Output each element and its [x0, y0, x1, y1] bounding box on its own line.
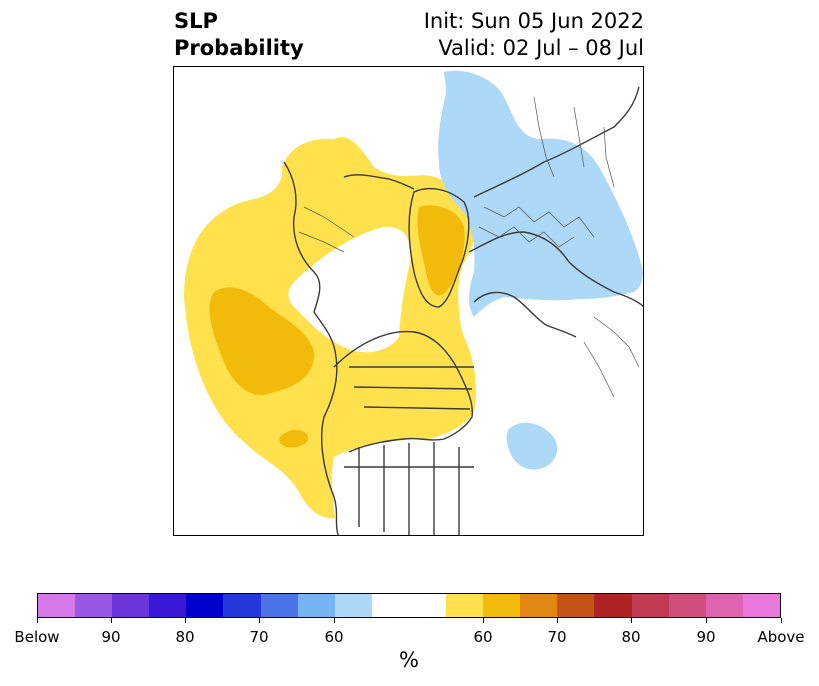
- colorbar-segment: [557, 594, 595, 617]
- colorbar-tickmark: [631, 618, 632, 623]
- below-normal-region-atlantic: [506, 422, 558, 470]
- colorbar-tick-label: 80: [175, 628, 195, 646]
- colorbar-tick-label: 70: [547, 628, 567, 646]
- colorbar-tick-label: 60: [324, 628, 344, 646]
- colorbar-segment: [594, 594, 632, 617]
- above-60-region-greenland: [417, 205, 465, 296]
- colorbar-segment: [297, 594, 335, 617]
- probability-map: [184, 70, 643, 535]
- colorbar-segment: [742, 594, 780, 617]
- above-60-region-small: [279, 429, 309, 448]
- colorbar-tickmark: [111, 618, 112, 623]
- colorbar-segment: [446, 594, 484, 617]
- colorbar-segment: [483, 594, 521, 617]
- political-borders: [298, 96, 640, 398]
- colorbar-segment: [186, 594, 224, 617]
- colorbar-tick-label: Below: [14, 628, 60, 646]
- colorbar-segment: [223, 594, 261, 617]
- colorbar-tickmark: [185, 618, 186, 623]
- colorbar-unit: %: [399, 648, 419, 672]
- colorbar-segment: [371, 594, 409, 617]
- init-date: Init: Sun 05 Jun 2022: [423, 9, 644, 33]
- colorbar-segment: [631, 594, 669, 617]
- map-date-info: Init: Sun 05 Jun 2022 Valid: 02 Jul – 08…: [424, 8, 644, 62]
- us-no-signal: [331, 439, 481, 535]
- arctic-no-signal: [288, 226, 411, 353]
- above-60-region-pacific: [209, 287, 315, 396]
- colorbar-segment: [112, 594, 150, 617]
- colorbar-segment: [705, 594, 743, 617]
- colorbar-segment: [668, 594, 706, 617]
- title-variable: SLP: [174, 9, 218, 33]
- colorbar-segment: [408, 594, 447, 617]
- colorbar-tick-label: 70: [249, 628, 269, 646]
- colorbar-tickmark: [706, 618, 707, 623]
- colorbar-tickmark: [557, 618, 558, 623]
- colorbar-tickmark: [483, 618, 484, 623]
- valid-range: Valid: 02 Jul – 08 Jul: [438, 36, 644, 60]
- colorbar-segment: [520, 594, 558, 617]
- colorbar-tick-label: 80: [621, 628, 641, 646]
- colorbar-tick-label: 60: [473, 628, 493, 646]
- colorbar-tickmark: [259, 618, 260, 623]
- colorbar-tick-label: 90: [101, 628, 121, 646]
- title-product: Probability: [174, 36, 304, 60]
- colorbar-segment: [75, 594, 113, 617]
- colorbar-segment: [260, 594, 298, 617]
- colorbar: [37, 593, 781, 618]
- colorbar-segment: [149, 594, 187, 617]
- colorbar-tick-label: Above: [757, 628, 805, 646]
- colorbar-tickmark: [334, 618, 335, 623]
- colorbar-segment: [334, 594, 372, 617]
- colorbar-tickmark: [781, 618, 782, 623]
- colorbar-tick-label: 90: [696, 628, 716, 646]
- colorbar-segment: [38, 594, 76, 617]
- coastlines: [283, 86, 643, 535]
- below-normal-region-eurasia: [438, 70, 643, 317]
- map-panel: [173, 66, 644, 536]
- colorbar-tickmark: [37, 618, 38, 623]
- map-title: SLP Probability: [174, 8, 304, 62]
